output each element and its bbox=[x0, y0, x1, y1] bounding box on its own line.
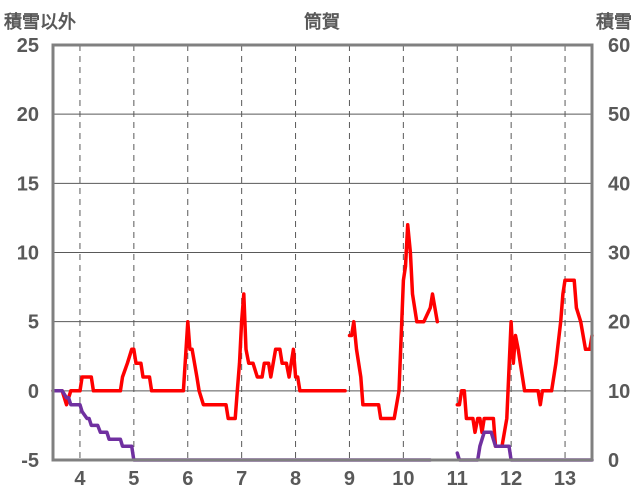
left-tick-label: 0 bbox=[28, 381, 39, 403]
right-tick-label: 0 bbox=[608, 450, 619, 472]
x-tick-label: 7 bbox=[236, 468, 247, 490]
series-line-left bbox=[347, 223, 440, 421]
x-tick-label: 8 bbox=[290, 468, 301, 490]
right-tick-label: 20 bbox=[608, 312, 630, 334]
right-tick-label: 30 bbox=[608, 243, 630, 265]
right-tick-label: 50 bbox=[608, 104, 630, 126]
x-tick-label: 11 bbox=[447, 468, 468, 490]
left-tick-label: 10 bbox=[17, 243, 39, 265]
plot-frame bbox=[51, 43, 594, 462]
tick-labels: 25 60 20 50 15 40 10 30 5 20 0 10 -5 0 4 5 6 7 8 9 10 11 12 13 bbox=[17, 35, 631, 490]
x-tick-label: 6 bbox=[182, 468, 193, 490]
right-tick-label: 60 bbox=[608, 35, 630, 57]
x-tick-label: 13 bbox=[554, 468, 576, 490]
left-tick-label: 15 bbox=[17, 173, 39, 195]
x-tick-label: 12 bbox=[500, 468, 522, 490]
x-tick-label: 4 bbox=[74, 468, 86, 490]
left-tick-label: 20 bbox=[17, 104, 39, 126]
series-line-right bbox=[455, 430, 594, 462]
right-tick-label: 10 bbox=[608, 381, 630, 403]
chart-title: 筒賀 bbox=[304, 11, 340, 33]
left-tick-label: 25 bbox=[17, 35, 39, 57]
x-tick-label: 10 bbox=[392, 468, 414, 490]
right-tick-label: 40 bbox=[608, 173, 630, 195]
series-line-left bbox=[455, 278, 594, 448]
left-axis-label: 積雪以外 bbox=[3, 11, 76, 33]
left-tick-label: -5 bbox=[21, 450, 39, 472]
x-tick-label: 5 bbox=[128, 468, 139, 490]
x-tick-label: 9 bbox=[344, 468, 355, 490]
grid bbox=[53, 44, 592, 461]
series-line-left bbox=[51, 292, 347, 421]
right-axis-label: 積雪 bbox=[595, 11, 632, 33]
left-tick-label: 5 bbox=[28, 312, 39, 334]
